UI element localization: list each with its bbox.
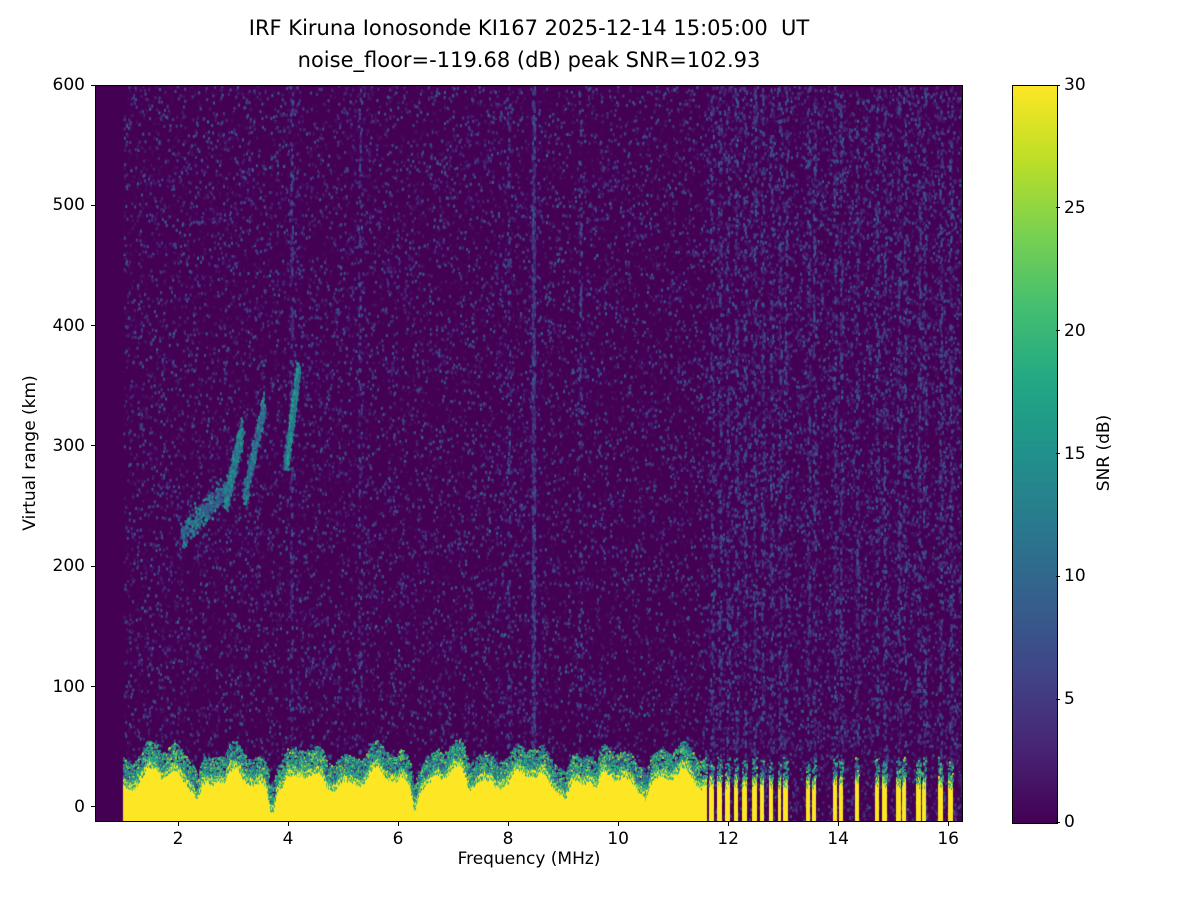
y-tick-mark	[91, 204, 95, 206]
colorbar-tick-mark	[1056, 453, 1060, 454]
colorbar-tick-label: 5	[1064, 689, 1075, 710]
x-tick-label: 2	[172, 829, 184, 849]
colorbar-tick-label: 20	[1064, 320, 1086, 341]
y-tick-mark	[91, 686, 95, 688]
y-tick-mark	[91, 445, 95, 447]
x-tick-mark	[507, 822, 509, 826]
x-tick-label: 8	[502, 829, 514, 849]
colorbar-tick-mark	[1056, 575, 1060, 577]
colorbar-tick-label: 30	[1064, 75, 1086, 95]
y-tick-label: 300	[52, 435, 85, 456]
x-tick-mark	[947, 822, 949, 826]
x-tick-label: 14	[827, 829, 849, 849]
y-tick-label: 600	[52, 75, 85, 95]
y-tick-label: 200	[52, 556, 85, 577]
chart-subtitle: noise_floor=-119.68 (dB) peak SNR=102.93	[297, 48, 761, 72]
chart-title: IRF Kiruna Ionosonde KI167 2025-12-14 15…	[248, 16, 810, 40]
colorbar-tick-label: 25	[1064, 197, 1086, 218]
x-tick-mark	[727, 822, 729, 826]
y-tick-mark	[91, 84, 95, 86]
y-tick-mark	[91, 806, 95, 808]
y-tick-label: 0	[74, 796, 85, 817]
x-tick-label: 10	[607, 829, 629, 849]
x-tick-mark	[287, 822, 289, 826]
y-tick-label: 100	[52, 676, 85, 697]
colorbar-tick-label: 15	[1064, 443, 1086, 464]
ionogram-heatmap-canvas	[95, 85, 963, 822]
y-tick-label: 400	[52, 315, 85, 336]
x-axis-label: Frequency (MHz)	[457, 849, 601, 869]
x-tick-label: 16	[937, 829, 959, 849]
colorbar-tick-mark	[1056, 821, 1060, 823]
colorbar-tick-label: 10	[1064, 566, 1086, 587]
x-tick-mark	[617, 822, 619, 826]
colorbar-tick-mark	[1056, 207, 1060, 209]
colorbar-tick-mark	[1056, 330, 1060, 332]
x-tick-label: 12	[717, 829, 739, 849]
colorbar-tick-mark	[1056, 698, 1060, 700]
y-tick-mark	[91, 565, 95, 567]
x-tick-label: 6	[392, 829, 404, 849]
x-tick-mark	[177, 822, 179, 826]
x-tick-label: 4	[282, 829, 294, 849]
colorbar-tick-mark	[1056, 84, 1060, 86]
x-tick-mark	[397, 822, 399, 826]
colorbar-tick-label: 0	[1064, 812, 1075, 832]
y-tick-mark	[91, 325, 95, 327]
y-tick-label: 500	[52, 195, 85, 216]
colorbar-gradient	[1012, 85, 1058, 824]
x-tick-mark	[837, 822, 839, 826]
